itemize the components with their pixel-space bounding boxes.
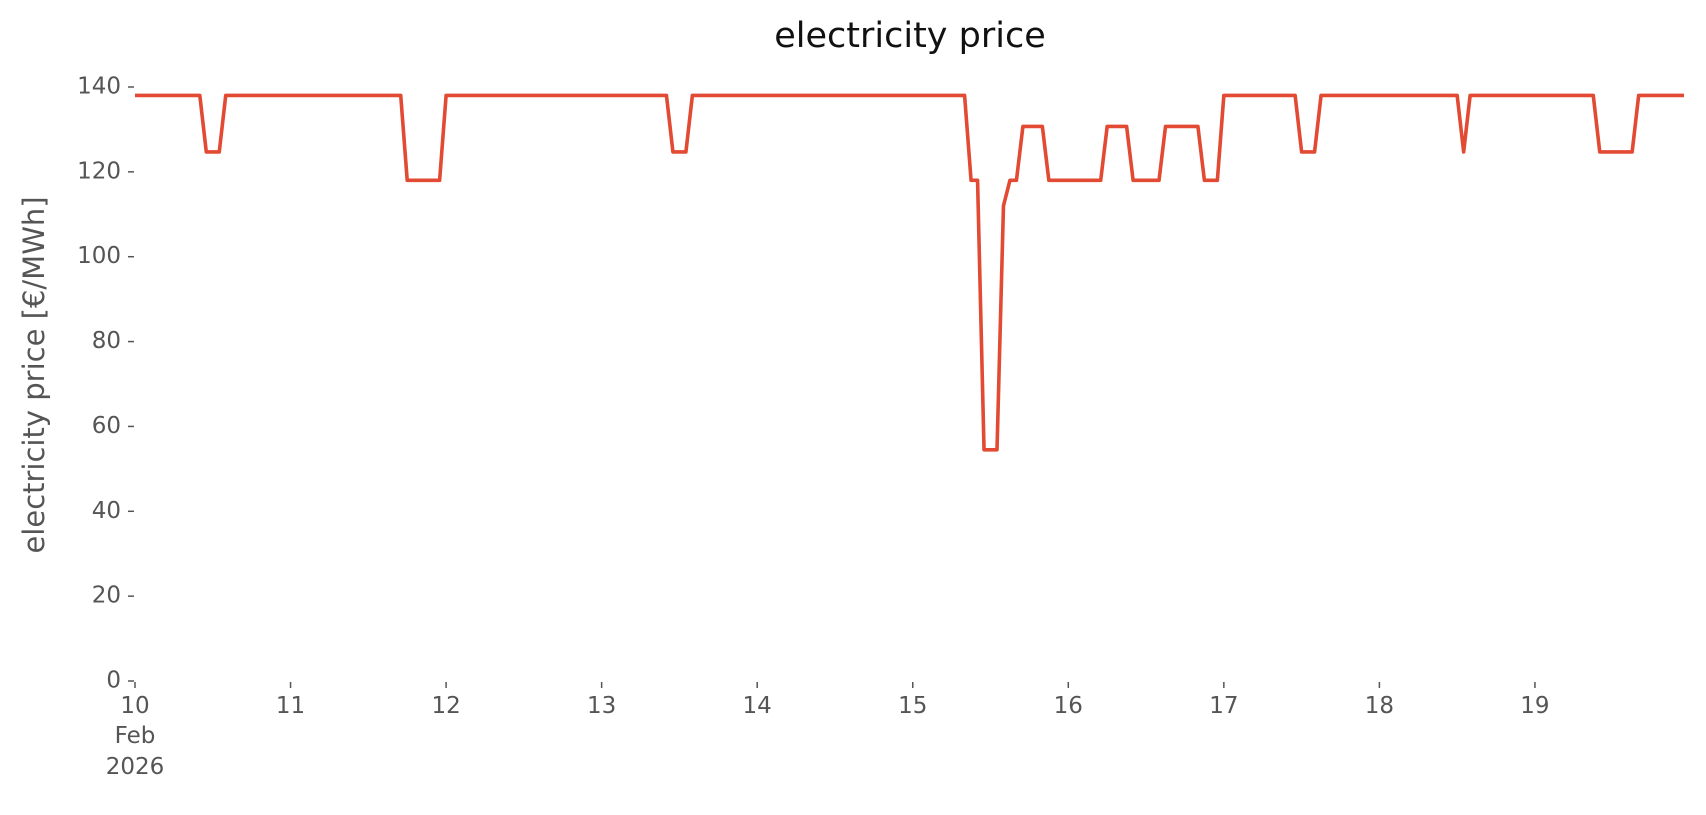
x-tick-label: 17	[1209, 693, 1238, 719]
y-tick-label: 100	[77, 243, 121, 269]
y-tick-label: 80	[92, 328, 121, 354]
x-date-label: Feb	[115, 723, 156, 749]
x-tick-label: 12	[431, 693, 460, 719]
y-tick-label: 40	[92, 498, 121, 524]
x-tick-label: 10	[120, 693, 149, 719]
chart-title: electricity price	[774, 16, 1046, 56]
x-tick-label: 16	[1054, 693, 1083, 719]
y-tick-label: 120	[77, 158, 121, 184]
x-tick-label: 14	[743, 693, 772, 719]
line-series	[135, 93, 1684, 452]
x-date-label: 2026	[106, 754, 165, 780]
y-tick-label: 20	[92, 583, 121, 609]
y-tick-label: 60	[92, 413, 121, 439]
x-tick-label: 19	[1520, 693, 1549, 719]
x-tick-label: 13	[587, 693, 616, 719]
x-tick-label: 15	[898, 693, 927, 719]
y-axis-label: electricity price [€/MWh]	[17, 196, 51, 553]
y-tick-label: 0	[106, 668, 121, 694]
x-tick-label: 18	[1365, 693, 1394, 719]
x-tick-label: 11	[276, 693, 305, 719]
y-tick-label: 140	[77, 74, 121, 100]
